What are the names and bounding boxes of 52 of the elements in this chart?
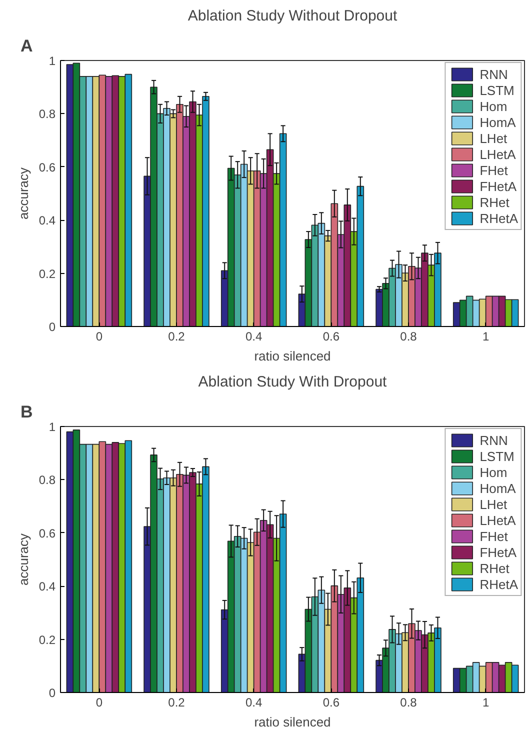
text: B xyxy=(20,402,33,422)
legend-label: RNN xyxy=(480,432,508,448)
x-tick-label: 0.6 xyxy=(322,330,340,344)
y-tick-label: 0.8 xyxy=(38,473,56,488)
legend-label: FHet xyxy=(480,162,508,178)
x-tick-label: 0.2 xyxy=(168,696,186,710)
x-tick-label: 0.2 xyxy=(168,330,186,344)
legend-label: HomA xyxy=(480,114,516,130)
y-tick-label: 0 xyxy=(48,686,56,700)
y-tick-label: 0.4 xyxy=(38,214,56,228)
y-tick-label: 1 xyxy=(48,54,56,68)
x-tick-label: 0 xyxy=(96,696,103,710)
x-tick-label: 0.4 xyxy=(245,330,262,344)
legend-label: RHetA xyxy=(480,210,518,226)
x-tick-label: 1 xyxy=(482,330,490,344)
y-tick-label: 0.8 xyxy=(38,107,56,122)
x-tick-label: 0.6 xyxy=(322,696,340,710)
y-tick-label: 0.4 xyxy=(38,580,56,594)
legend-label: RNN xyxy=(480,66,508,82)
x-tick-label: 0.8 xyxy=(400,330,418,344)
x-tick-label: 0 xyxy=(96,330,103,344)
legend-label: FHetA xyxy=(480,544,517,560)
y-tick-label: 1 xyxy=(48,420,56,434)
legend-label: RHetA xyxy=(480,576,518,592)
legend-label: FHetA xyxy=(480,178,517,194)
legend-label: Hom xyxy=(480,98,508,114)
y-tick-label: 0.6 xyxy=(38,526,56,540)
legend-label: Hom xyxy=(480,464,508,480)
y-axis-title: accuracy xyxy=(16,532,31,586)
text: A xyxy=(20,36,33,56)
x-tick-label: 0.8 xyxy=(400,696,418,710)
chart-title: Ablation Study Without Dropout xyxy=(188,8,398,24)
x-tick-label: 0.4 xyxy=(245,696,262,710)
legend-label: LHet xyxy=(480,496,508,512)
legend-label: LHetA xyxy=(480,512,516,528)
y-tick-label: 0.2 xyxy=(38,266,56,281)
legend-label: LSTM xyxy=(480,82,514,98)
y-tick-label: 0.2 xyxy=(38,632,56,647)
x-axis-title: ratio silenced xyxy=(254,348,331,364)
legend-label: LHetA xyxy=(480,146,516,162)
x-axis-title: ratio silenced xyxy=(254,714,331,730)
y-axis-title: accuracy xyxy=(16,166,31,220)
legend-label: RHet xyxy=(480,560,510,576)
legend-label: LSTM xyxy=(480,448,514,464)
legend-label: FHet xyxy=(480,528,508,544)
legend-label: RHet xyxy=(480,194,510,210)
x-tick-label: 1 xyxy=(482,696,490,710)
legend-label: LHet xyxy=(480,130,508,146)
y-tick-label: 0 xyxy=(48,320,56,334)
legend-label: HomA xyxy=(480,480,516,496)
chart-title: Ablation Study With Dropout xyxy=(198,374,388,390)
y-tick-label: 0.6 xyxy=(38,160,56,174)
